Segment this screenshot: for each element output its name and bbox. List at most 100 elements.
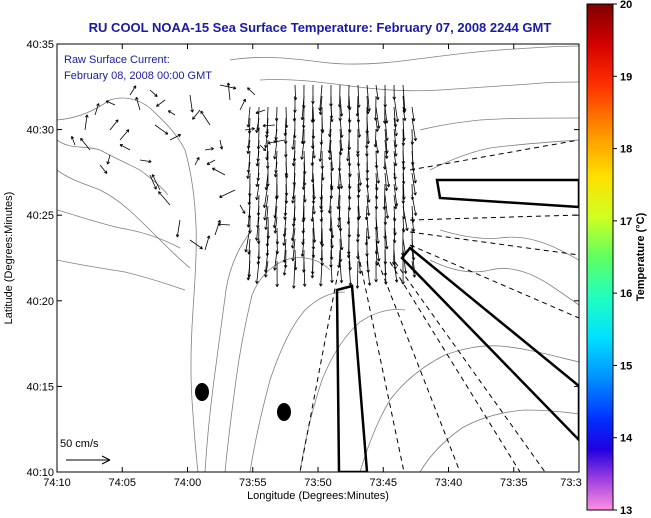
- current-vector: [255, 109, 266, 115]
- x-axis-label: Longitude (Degrees:Minutes): [247, 490, 389, 502]
- current-vector: [318, 139, 323, 162]
- current-vector: [374, 260, 378, 283]
- y-axis-label: Latitude (Degrees:Minutes): [3, 192, 15, 325]
- current-vector: [302, 260, 307, 287]
- colorbar-ticks: 20 19 18 17 16 15 14 13: [613, 0, 633, 517]
- colorbar-tick-label: 19: [620, 71, 632, 83]
- y-tick-label: 40:30: [26, 125, 54, 137]
- current-vector: [154, 124, 169, 135]
- current-vector: [167, 110, 176, 116]
- current-vector: [290, 227, 296, 249]
- current-vector: [246, 161, 251, 179]
- current-vector: [282, 227, 287, 246]
- plot-area: [57, 44, 579, 472]
- current-vector: [255, 117, 260, 133]
- colorbar-tick-label: 20: [620, 0, 632, 11]
- current-vector: [411, 194, 418, 216]
- current-vector: [246, 260, 251, 281]
- surface-current-vectors: [70, 82, 418, 289]
- current-vector: [109, 119, 119, 131]
- current-vector: [158, 191, 171, 206]
- colorbar: [586, 3, 614, 511]
- current-vector: [204, 235, 211, 251]
- current-vector: [291, 128, 296, 150]
- x-tick-label: 73:50: [304, 477, 332, 489]
- current-vector: [219, 189, 236, 198]
- current-vector: [264, 205, 269, 230]
- current-vector: [319, 260, 323, 287]
- current-vector: [204, 147, 214, 151]
- current-vector: [357, 161, 363, 186]
- current-vector: [151, 174, 161, 191]
- current-vector: [411, 161, 417, 184]
- current-vector: [384, 161, 391, 188]
- current-vector: [255, 260, 260, 284]
- current-vector: [129, 85, 137, 96]
- current-vector: [275, 260, 279, 287]
- current-vector: [259, 144, 267, 152]
- scale-label: 50 cm/s: [60, 438, 99, 450]
- current-vector: [366, 216, 371, 240]
- current-vector: [239, 98, 246, 111]
- current-vector: [255, 216, 260, 241]
- current-vector: [263, 194, 269, 221]
- x-tick-label: 73:3: [560, 477, 581, 489]
- current-vector: [411, 117, 418, 142]
- current-vector: [402, 205, 409, 231]
- x-axis-ticks: 74:10 74:05 74:00 73:55 73:50 73:45 73:40 73:35…: [43, 44, 582, 489]
- bathymetry-contours: [57, 45, 579, 472]
- x-tick-label: 73:45: [369, 477, 397, 489]
- current-vector: [192, 109, 201, 120]
- current-vector: [219, 139, 224, 150]
- current-vector: [291, 183, 296, 204]
- current-vector: [214, 219, 221, 236]
- current-vector: [291, 238, 296, 262]
- current-vector: [264, 260, 269, 278]
- current-vector: [244, 127, 255, 131]
- current-vector: [80, 137, 91, 151]
- current-vector: [375, 106, 381, 129]
- current-vector: [139, 159, 152, 164]
- current-vector: [328, 139, 332, 161]
- current-vector: [189, 94, 194, 113]
- current-vector: [189, 239, 203, 250]
- current-vector: [119, 129, 130, 141]
- colorbar-tick-label: 15: [620, 360, 632, 372]
- marker-blob-2: [277, 403, 291, 421]
- colorbar-tick-label: 17: [620, 216, 632, 228]
- current-vector: [273, 139, 278, 160]
- current-vector: [402, 106, 407, 121]
- radar-radials: [299, 139, 579, 472]
- map-layer: [57, 45, 579, 472]
- current-vector: [273, 249, 278, 271]
- current-vector: [105, 100, 116, 106]
- x-tick-label: 73:40: [435, 477, 463, 489]
- colorbar-tick-label: 18: [620, 144, 632, 156]
- current-vector: [384, 227, 389, 250]
- current-vector: [339, 260, 344, 284]
- current-vector: [375, 84, 380, 100]
- y-axis-ticks: 40:35 40:30 40:25 40:20 40:15 40:10: [26, 39, 579, 479]
- colorbar-tick-label: 16: [620, 288, 632, 300]
- current-vector: [226, 82, 231, 101]
- current-vector: [393, 172, 398, 191]
- current-vector: [262, 123, 276, 128]
- current-vector: [169, 134, 182, 141]
- current-vector: [99, 164, 108, 174]
- current-vector: [156, 99, 166, 107]
- current-vector: [355, 260, 360, 289]
- current-vector: [375, 161, 381, 184]
- x-tick-label: 74:10: [43, 477, 71, 489]
- current-vector: [330, 260, 334, 283]
- colorbar-tick-label: 13: [620, 505, 632, 517]
- y-tick-label: 40:20: [26, 296, 54, 308]
- current-vector: [106, 154, 111, 165]
- current-vector: [393, 95, 400, 123]
- current-vector: [239, 204, 246, 214]
- current-vector: [255, 172, 260, 188]
- current-vector: [175, 219, 181, 238]
- current-vector: [200, 110, 211, 126]
- current-vector: [267, 139, 286, 145]
- current-vector: [94, 103, 100, 116]
